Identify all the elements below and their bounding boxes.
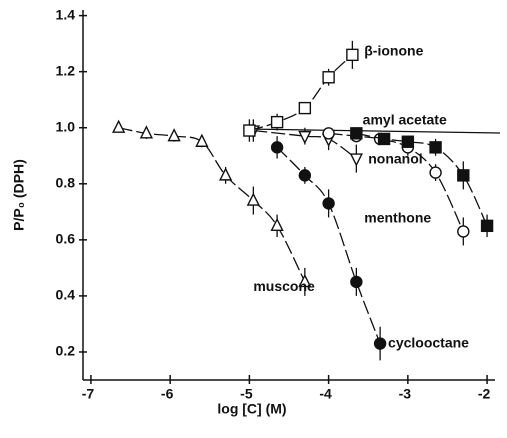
data-point <box>346 48 359 62</box>
fit-curve <box>276 146 381 344</box>
data-point <box>350 127 363 140</box>
data-point <box>373 337 387 350</box>
y-tick-label: 1.2 <box>56 62 76 78</box>
y-tick-label: 0.2 <box>56 343 76 359</box>
data-point <box>429 166 442 179</box>
data-point <box>139 125 154 139</box>
data-point <box>298 273 312 288</box>
fit-curve <box>249 54 353 132</box>
x-tick-label: -7 <box>82 386 95 402</box>
data-point <box>298 101 312 115</box>
x-tick-label: -4 <box>319 386 332 402</box>
data-point <box>243 124 256 137</box>
series-label: β-ionone <box>364 43 423 59</box>
x-tick-label: -3 <box>399 386 412 402</box>
series-label: nonanol <box>368 151 422 167</box>
data-point <box>195 133 209 147</box>
data-point <box>457 225 470 238</box>
y-tick-label: 1.4 <box>56 6 76 22</box>
data-point <box>457 169 470 182</box>
series-label: cyclooctane <box>388 334 469 350</box>
y-axis-label: P/P₀ (DPH) <box>11 159 27 231</box>
data-point <box>270 217 284 232</box>
data-point <box>112 119 126 133</box>
series-label: muscone <box>253 278 315 294</box>
data-point <box>298 169 312 182</box>
fit-curve <box>253 129 357 160</box>
data-point <box>322 127 335 140</box>
data-point <box>322 71 335 84</box>
data-point <box>167 128 181 142</box>
data-point <box>377 132 391 146</box>
x-tick-label: -2 <box>478 386 491 402</box>
data-point <box>270 115 284 129</box>
x-tick-label: -5 <box>240 386 253 402</box>
data-point <box>270 141 284 154</box>
y-tick-label: 0.4 <box>56 287 76 303</box>
y-tick-label: 0.6 <box>56 231 76 247</box>
data-point <box>246 192 260 206</box>
series-label: amyl acetate <box>363 111 447 127</box>
data-point <box>429 141 442 154</box>
y-tick-label: 1.0 <box>56 118 76 134</box>
x-axis-label: log [C] (M) <box>217 401 286 417</box>
reference-line <box>247 128 501 134</box>
y-tick-label: 0.8 <box>56 174 76 190</box>
series-label: menthone <box>364 210 431 226</box>
data-point <box>298 130 312 145</box>
x-tick-label: -6 <box>161 386 174 402</box>
data-point <box>218 167 233 181</box>
data-point <box>322 197 335 210</box>
data-point <box>350 275 363 289</box>
data-point <box>480 219 494 233</box>
data-point <box>401 135 415 148</box>
data-point <box>349 153 363 167</box>
